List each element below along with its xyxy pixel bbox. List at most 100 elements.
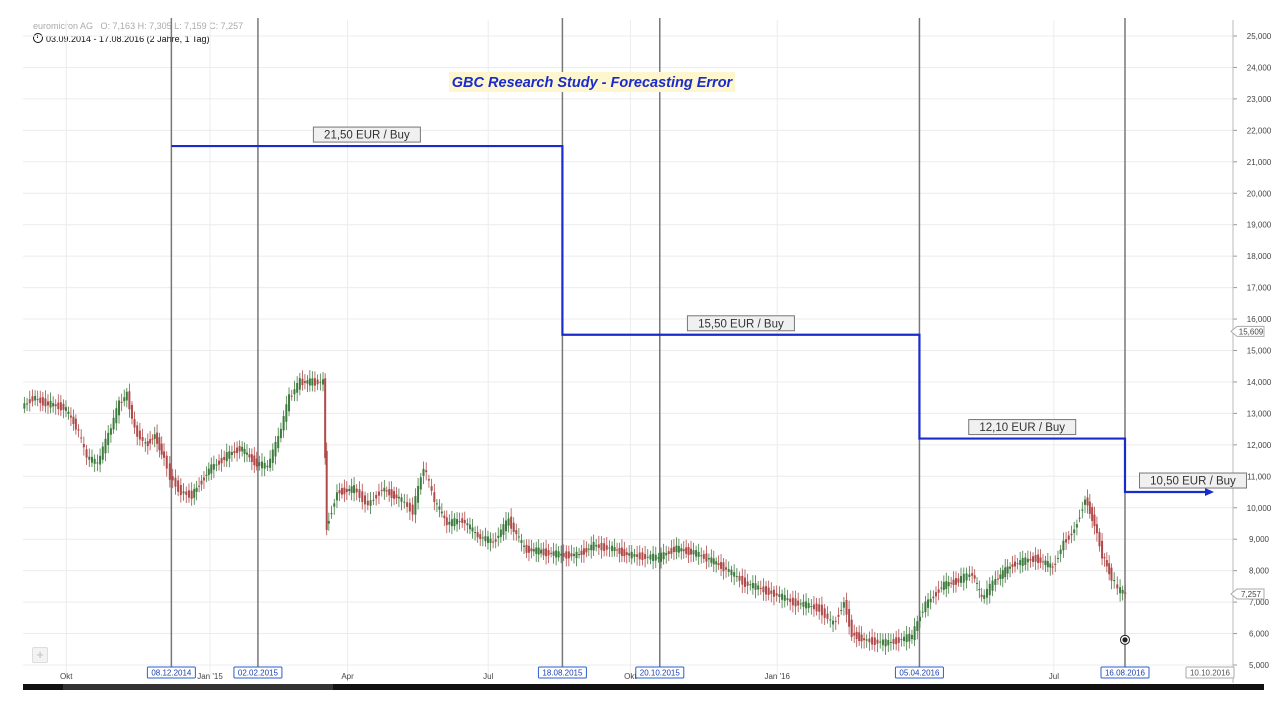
candle-body <box>393 491 396 499</box>
add-indicator-button[interactable]: + <box>32 647 48 663</box>
candle-body <box>245 452 248 455</box>
candle-body <box>855 631 858 640</box>
price-badge-text: 7,257 <box>1241 590 1262 599</box>
candle-body <box>950 582 953 584</box>
candle-body <box>288 394 291 412</box>
candle-body <box>327 520 330 524</box>
candle-body <box>848 608 851 627</box>
candle-body <box>1070 533 1073 536</box>
candle-body <box>515 530 518 535</box>
candle-body <box>677 545 680 553</box>
candle-body <box>865 639 868 641</box>
scrollbar-thumb[interactable] <box>63 684 333 690</box>
candle-body <box>759 588 762 590</box>
candle-body <box>754 583 757 590</box>
candle-body <box>330 513 333 515</box>
candle-body <box>727 569 730 572</box>
chart-title: GBC Research Study - Forecasting Error <box>449 72 735 92</box>
candle-body <box>453 518 456 527</box>
candle-body <box>377 491 380 496</box>
candle-body <box>932 596 935 599</box>
candle-body <box>260 461 263 469</box>
candle-body <box>720 562 723 569</box>
candle-body <box>461 518 464 523</box>
candle-body <box>243 448 246 454</box>
candle-body <box>366 500 369 506</box>
candle-body <box>422 468 425 476</box>
event-date-box <box>1100 666 1150 679</box>
candle-body <box>313 378 316 386</box>
y-tick-label: 11,000 <box>1247 472 1271 481</box>
candle-body <box>1054 563 1057 565</box>
event-date-box <box>537 666 587 679</box>
candle-body <box>85 449 88 458</box>
candle-body <box>1039 557 1042 563</box>
candle-body <box>860 634 863 642</box>
candle-body <box>1021 557 1024 566</box>
candle-body <box>372 499 375 501</box>
candle-body <box>772 589 775 597</box>
candle-body <box>924 601 927 613</box>
event-date-badge: 20.10.2015 <box>635 666 685 679</box>
candle-body <box>77 429 80 431</box>
candle-body <box>646 556 649 558</box>
candle-body <box>845 599 848 615</box>
candle-body <box>820 604 823 616</box>
candle-body <box>523 545 526 547</box>
candle-body <box>527 545 530 553</box>
candle-body <box>343 487 346 495</box>
candle-body <box>233 450 236 454</box>
candle-body <box>168 463 171 480</box>
candle-body <box>54 404 57 407</box>
candle-body <box>190 490 193 499</box>
y-tick-label: 7,000 <box>1249 598 1270 607</box>
candle-body <box>1034 555 1037 562</box>
candle-body <box>1051 566 1054 568</box>
forecast-label: 15,50 EUR / Buy <box>686 315 795 332</box>
candle-body <box>123 397 126 402</box>
candle-body <box>125 391 128 401</box>
candle-body <box>93 458 96 464</box>
candle-body <box>735 576 738 578</box>
candle-body <box>913 626 916 641</box>
candle-body <box>52 403 55 407</box>
candle-body <box>228 451 231 459</box>
candle-body <box>253 455 256 466</box>
candle-body <box>572 553 575 556</box>
candle-body <box>1105 560 1108 567</box>
candle-body <box>177 480 180 492</box>
candle-body <box>985 588 988 598</box>
candle-body <box>557 551 560 558</box>
candle-body <box>1075 524 1078 528</box>
candle-body <box>353 485 356 494</box>
forecast-label: 21,50 EUR / Buy <box>312 126 421 143</box>
time-scrollbar[interactable] <box>23 684 1264 690</box>
candle-body <box>687 547 690 556</box>
candle-body <box>411 504 414 515</box>
candle-body <box>120 401 123 403</box>
candle-body <box>218 460 221 465</box>
candle-body <box>952 579 955 585</box>
candle-body <box>994 579 997 585</box>
candle-body <box>805 601 808 609</box>
candle-body <box>274 441 277 457</box>
candle-body <box>174 477 177 487</box>
candle-body <box>770 590 773 594</box>
candle-body <box>832 620 835 625</box>
candle-body <box>271 449 274 463</box>
candle-body <box>662 552 665 560</box>
candle-body <box>205 474 208 476</box>
candle-body <box>433 492 436 503</box>
candle-body <box>968 574 971 577</box>
forecast-label: 10,50 EUR / Buy <box>1138 472 1247 489</box>
y-tick-label: 23,000 <box>1247 95 1272 104</box>
candle-body <box>919 616 922 622</box>
candle-body <box>1103 557 1106 559</box>
candle-body <box>692 550 695 555</box>
candle-body <box>895 637 898 645</box>
candle-body <box>1016 563 1019 565</box>
event-date-text: 08.12.2014 <box>151 669 192 678</box>
candle-body <box>595 544 598 547</box>
candle-body <box>999 574 1002 579</box>
